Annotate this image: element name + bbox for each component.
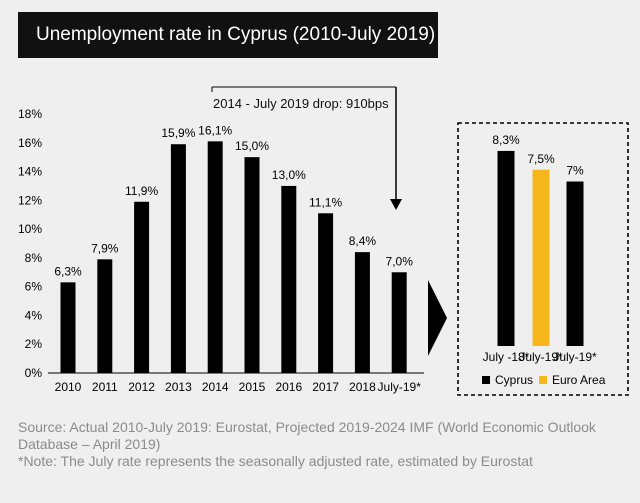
data-label: 13,0% — [272, 168, 306, 182]
y-tick-label: 2% — [25, 337, 43, 351]
bar — [281, 185, 297, 373]
bar — [391, 272, 407, 373]
data-label: 8,3% — [492, 133, 520, 147]
x-tick-label: July-19* — [519, 350, 563, 364]
data-label: 8,4% — [349, 234, 377, 248]
legend-label: Cyprus — [495, 373, 533, 387]
data-label: 7,9% — [91, 241, 119, 255]
y-tick-label: 6% — [25, 280, 43, 294]
comparison-bar — [566, 181, 584, 346]
bar — [170, 144, 186, 373]
annotation-label: 2014 - July 2019 drop: 910bps — [213, 96, 389, 111]
chevron-right-icon — [428, 280, 447, 356]
bar — [134, 201, 150, 373]
x-tick-label: 2017 — [312, 380, 339, 394]
x-tick-label: July-19* — [553, 350, 597, 364]
y-tick-label: 4% — [25, 308, 43, 322]
x-tick-label: 2010 — [55, 380, 82, 394]
data-label: 7% — [566, 164, 584, 178]
data-label: 15,0% — [235, 139, 269, 153]
data-label: 6,3% — [54, 264, 82, 278]
comparison-bar — [497, 150, 515, 346]
data-label: 7,5% — [527, 152, 555, 166]
bar — [97, 259, 113, 373]
data-label: 11,1% — [309, 195, 342, 209]
comparison-bar-chart: 8,3% July -18* 7,5% July-19* 7% July-19* — [483, 133, 597, 364]
bar — [318, 213, 334, 373]
legend: Cyprus Euro Area — [482, 373, 606, 387]
footer-notes: Source: Actual 2010-July 2019: Eurostat,… — [18, 419, 618, 470]
data-label: 15,9% — [161, 126, 195, 140]
legend-swatch — [539, 376, 547, 384]
y-tick-label: 18% — [18, 107, 42, 121]
y-tick-label: 14% — [18, 165, 42, 179]
data-label: 7,0% — [386, 254, 414, 268]
main-bar-chart: 0% 2% 4% 6% 8% 10% 12% 14% 16% 18% 6,3% 2010 7,9% 201… — [18, 107, 424, 394]
drop-annotation: 2014 - July 2019 drop: 910bps — [209, 86, 402, 210]
annotation-label-bg — [209, 92, 389, 114]
legend-swatch — [482, 376, 490, 384]
x-tick-label: 2011 — [92, 380, 118, 394]
source-note: Source: Actual 2010-July 2019: Eurostat,… — [18, 419, 596, 452]
comparison-panel-border — [457, 122, 629, 396]
y-tick-label: 10% — [18, 222, 42, 236]
y-tick-label: 16% — [18, 136, 42, 150]
x-tick-label: 2015 — [239, 380, 266, 394]
footnote: *Note: The July rate represents the seas… — [18, 453, 533, 469]
y-tick-label: 8% — [25, 251, 43, 265]
bar — [207, 141, 223, 373]
legend-label: Euro Area — [552, 373, 606, 387]
x-tick-label: 2012 — [128, 380, 155, 394]
x-tick-label: 2014 — [202, 380, 229, 394]
comparison-bar — [532, 169, 550, 346]
chart-title: Unemployment rate in Cyprus (2010-July 2… — [18, 12, 438, 58]
x-tick-label: 2016 — [275, 380, 302, 394]
y-tick-label: 12% — [18, 193, 42, 207]
y-tick-label: 0% — [25, 366, 43, 380]
bar — [60, 282, 76, 373]
x-tick-label: July-19* — [378, 380, 422, 394]
data-label: 16,1% — [198, 123, 232, 137]
down-arrow-icon — [390, 199, 402, 210]
x-tick-label: 2013 — [165, 380, 192, 394]
x-tick-label: 2018 — [349, 380, 376, 394]
bar — [244, 157, 260, 373]
x-tick-label: July -18* — [483, 350, 530, 364]
data-label: 11,9% — [125, 184, 158, 198]
bar — [354, 252, 370, 373]
